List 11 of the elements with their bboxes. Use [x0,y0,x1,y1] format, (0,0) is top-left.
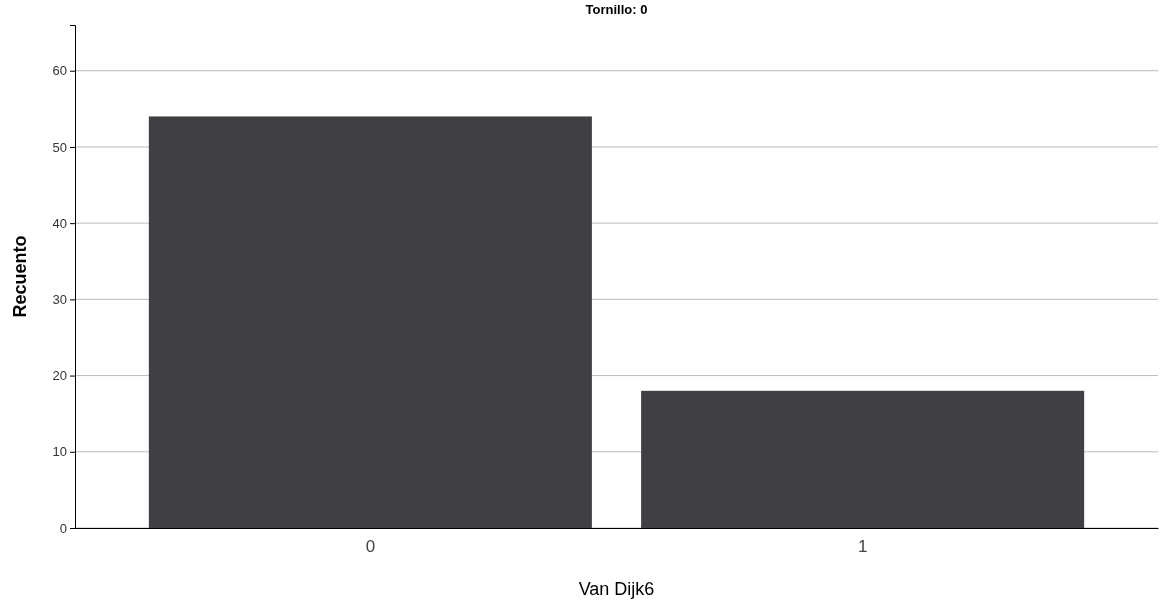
x-axis-title: Van Dijk6 [578,579,655,599]
y-tick-label: 60 [52,63,67,79]
y-tick-label: 30 [52,292,67,308]
y-tick-label: 20 [52,368,67,384]
y-tick-label: 40 [52,215,67,231]
x-tick-label: 1 [857,537,868,557]
chart-title: Tornillo: 0 [585,2,648,17]
y-axis-title: Recuento [10,235,30,318]
y-tick-label: 0 [59,520,67,536]
y-tick-label: 10 [52,444,67,460]
y-tick-label: 50 [52,139,67,155]
